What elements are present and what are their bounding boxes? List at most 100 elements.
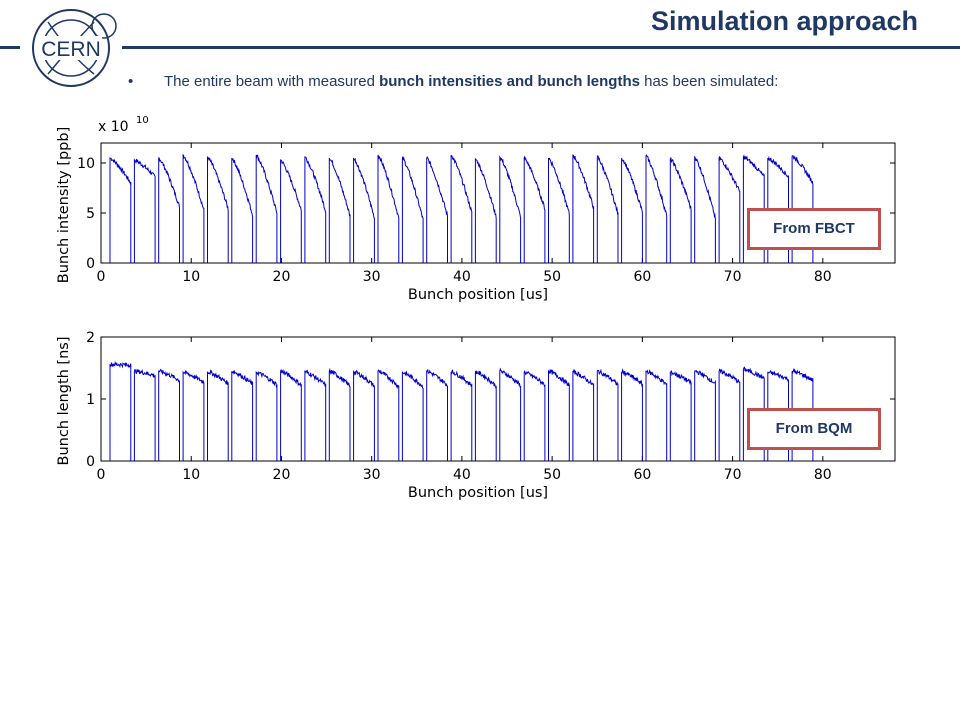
batch-trace (767, 155, 789, 263)
batch-trace (353, 369, 375, 461)
batch-trace (499, 367, 522, 461)
x-tick-label: 60 (633, 467, 651, 483)
batch-trace (572, 369, 595, 461)
x-tick-label: 30 (363, 269, 381, 285)
cern-logo: CERN (32, 9, 117, 87)
batch-trace (548, 157, 570, 263)
batch-trace (133, 158, 156, 263)
bullet-text-after: has been simulated: (639, 73, 779, 90)
y-tick-label: 0 (86, 256, 95, 272)
x-tick-label: 40 (453, 269, 471, 285)
y-axis-label: Bunch length [ns] (56, 337, 72, 466)
batch-trace (377, 154, 400, 263)
batch-trace (694, 155, 716, 263)
annotation-fbct: From FBCT (747, 208, 881, 250)
batch-trace (231, 157, 254, 263)
x-tick-label: 10 (182, 467, 200, 483)
y-tick-label: 2 (86, 330, 95, 346)
batch-trace (207, 156, 229, 263)
batch-trace (377, 369, 400, 461)
batch-trace (645, 369, 668, 461)
batch-trace (669, 157, 692, 263)
batch-trace (328, 367, 351, 461)
y-multiplier-exponent: 10 (136, 115, 149, 126)
bullet-text-before: The entire beam with measured (164, 73, 380, 90)
batch-trace (767, 370, 789, 461)
batch-trace (474, 370, 497, 461)
batch-trace (694, 369, 716, 461)
annotation-bqm: From BQM (747, 408, 881, 450)
batch-trace (207, 369, 229, 461)
x-tick-label: 70 (724, 467, 742, 483)
chart-intensity: 0 10 20 30 40 50 60 70 80 0 5 10 Bunch position [us]… (56, 115, 896, 303)
y-axis-label: Bunch intensity [ppb] (56, 127, 72, 284)
batch-trace (353, 157, 375, 263)
batch-trace (158, 157, 180, 263)
batch-trace (742, 366, 765, 461)
x-tick-label: 20 (273, 269, 291, 285)
x-tick-label: 80 (814, 269, 832, 285)
batch-trace (548, 369, 570, 461)
logo-text: CERN (41, 38, 101, 61)
batch-trace (158, 368, 180, 461)
batch-trace (426, 156, 448, 263)
x-tick-label: 50 (543, 467, 561, 483)
batch-trace (645, 154, 668, 263)
bullet-symbol: • (128, 73, 134, 90)
header-rule-left (0, 46, 20, 49)
y-tick-label: 1 (86, 392, 95, 408)
bullet-line: • The entire beam with measured bunch int… (128, 73, 778, 90)
x-axis-label: Bunch position [us] (408, 287, 548, 303)
batch-trace (791, 368, 814, 461)
y-tick-label: 0 (86, 454, 95, 470)
x-tick-label: 70 (724, 269, 742, 285)
batch-trace (133, 368, 156, 461)
batch-trace (182, 153, 205, 263)
batch-trace (791, 155, 814, 263)
batch-trace (401, 156, 424, 263)
batch-trace (523, 369, 546, 461)
x-tick-label: 20 (273, 467, 291, 483)
batch-trace (426, 369, 448, 461)
batch-trace (742, 154, 765, 263)
batch-trace (450, 154, 473, 263)
y-tick-label: 5 (86, 206, 95, 222)
batch-trace (450, 369, 473, 461)
y-tick-label: 10 (77, 156, 95, 172)
x-tick-label: 80 (814, 467, 832, 483)
x-tick-label: 60 (633, 269, 651, 285)
batch-trace (109, 360, 132, 461)
batch-trace (109, 157, 132, 263)
y-multiplier: x 10 (98, 119, 129, 135)
x-tick-label: 0 (97, 269, 106, 285)
batch-trace (596, 368, 619, 461)
batch-trace (718, 156, 741, 263)
batch-trace (280, 368, 302, 461)
bullet-bold-text: bunch intensities and bunch lengths (379, 73, 640, 90)
batch-trace (401, 370, 424, 461)
x-tick-label: 0 (97, 467, 106, 483)
batch-trace (255, 370, 278, 461)
batch-trace (523, 155, 546, 263)
x-tick-label: 10 (182, 269, 200, 285)
header-rule-right (122, 46, 960, 49)
batch-trace (474, 157, 497, 263)
batch-trace (182, 369, 205, 461)
batch-trace (596, 154, 619, 263)
batch-trace (328, 157, 351, 263)
batch-trace (621, 157, 643, 263)
page-title: Simulation approach (650, 6, 918, 36)
batch-trace (304, 369, 327, 461)
batch-trace (499, 155, 522, 263)
batch-trace (304, 156, 327, 263)
batch-trace (280, 159, 302, 263)
batch-trace (255, 154, 278, 263)
batch-trace (231, 369, 254, 461)
batch-trace (572, 154, 595, 263)
batch-trace (669, 370, 692, 461)
x-tick-label: 50 (543, 269, 561, 285)
x-tick-label: 40 (453, 467, 471, 483)
batch-trace (718, 368, 741, 461)
x-tick-label: 30 (363, 467, 381, 483)
